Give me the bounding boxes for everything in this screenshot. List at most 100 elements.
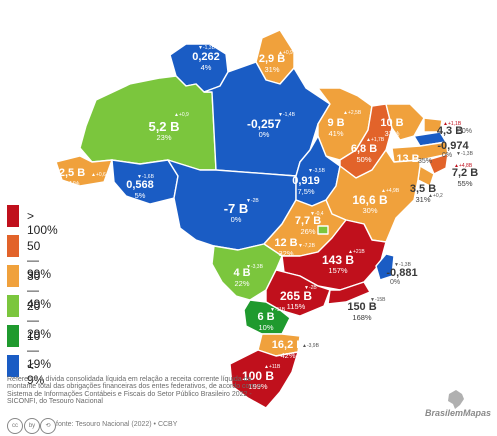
cc-icon: cc: [7, 418, 23, 434]
sp-value: 265 B: [279, 289, 313, 303]
ba-change: ▲+4,9B: [381, 188, 400, 194]
label-sp: 265 B 115%: [280, 290, 312, 310]
rr-change: ▼-1,3B: [198, 45, 215, 51]
label-rn: 4,3 B: [437, 125, 463, 138]
state-rs[interactable]: [229, 349, 299, 409]
al-change: ▲+4,8B: [454, 163, 473, 169]
legend-label: 10—19%: [27, 329, 52, 371]
label-pa: -0,257 0%: [247, 118, 281, 138]
label-pi: 6,8 B 50%: [350, 143, 378, 164]
pe-value: 13 B: [396, 153, 420, 165]
rj-change: ▼-15B: [370, 297, 386, 303]
label-ro: 0,568 5%: [126, 179, 154, 200]
label-go: 12 B 32%: [274, 237, 298, 258]
rs-pct: 199%: [248, 381, 268, 391]
label-pr: 6 B 10%: [257, 311, 275, 331]
ac-value: 2,5 B: [58, 167, 86, 179]
pi-change: ▲+1,7B: [366, 137, 385, 143]
rj-pct: 168%: [352, 312, 372, 322]
label-rs: 100 B 199%: [242, 370, 274, 390]
rr-value: 0,262: [192, 51, 220, 63]
to-change: ▼-3,5B: [308, 168, 325, 174]
ma-pct: 41%: [328, 128, 344, 138]
label-df: 7,7 B 26%: [294, 215, 322, 236]
rj-value: 150 B: [347, 301, 377, 313]
legend-label: > 100%: [27, 209, 58, 237]
to-pct: 7,5%: [297, 186, 315, 196]
pi-pct: 50%: [356, 154, 372, 164]
legend-swatch: [7, 355, 19, 377]
go-pct: 32%: [278, 248, 294, 258]
legend-label: 30—49%: [27, 269, 52, 311]
df-change: ▼-0,4: [310, 211, 324, 217]
am-value: 5,2 B: [148, 119, 180, 134]
by-icon: by: [24, 418, 40, 434]
label-ap: 2,9 B 31%: [258, 53, 286, 73]
brazil-logo-icon: [448, 390, 464, 409]
df-value: 7,7 B: [294, 215, 322, 227]
label-al: 7,2 B 55%: [452, 167, 478, 188]
pb-value: -0,974: [437, 140, 469, 152]
label-ac: 2,5 B 31%: [58, 167, 86, 187]
label-sc: 16,2 B 42%: [271, 339, 305, 359]
es-change: ▼-1,3B: [394, 262, 411, 268]
ro-value: 0,568: [126, 179, 154, 191]
pi-value: 6,8 B: [350, 143, 378, 155]
rr-pct: 4%: [200, 62, 212, 72]
rn-pct: 30%: [458, 128, 473, 135]
label-pb: -0,974: [437, 140, 469, 153]
sp-change: ▼-2B: [304, 285, 317, 291]
al-pct: 55%: [457, 178, 473, 188]
pa-pct: 0%: [258, 129, 270, 139]
mt-pct: 0%: [230, 214, 242, 224]
legend-label: 50—99%: [27, 239, 52, 281]
label-ma: 9 B 41%: [327, 117, 344, 138]
legend-swatch: [7, 325, 19, 347]
state-al[interactable]: [427, 153, 449, 175]
se-change: ▲+0,2: [428, 193, 443, 199]
label-mg: 143 B 157%: [322, 254, 354, 274]
mg-value: 143 B: [321, 253, 355, 267]
state-rj[interactable]: [327, 281, 371, 305]
brand-name: BrasilemMapas: [425, 408, 492, 418]
sc-change: ▲-3,9B: [302, 343, 319, 349]
label-rr: 0,262 4%: [192, 51, 220, 72]
ac-change: ▲+0,6: [91, 172, 106, 178]
es-pct: 0%: [390, 279, 401, 286]
pr-change: ▼-11B: [270, 307, 286, 313]
ba-value: 16,6 B: [352, 193, 388, 207]
ce-value: 10 B: [380, 117, 404, 129]
ma-change: ▲+2,5B: [343, 110, 362, 116]
label-se: 3,5 B 31%: [409, 183, 437, 203]
state-es[interactable]: [375, 253, 395, 281]
ms-change: ▼-3,3B: [246, 264, 263, 270]
es-value: -0,881: [386, 267, 418, 279]
mt-value: -7 B: [223, 201, 249, 216]
label-ce: 10 B 33%: [380, 117, 404, 137]
ap-value: 2,9 B: [258, 53, 286, 65]
label-to: 0,919 7,5%: [292, 175, 320, 196]
pr-value: 6 B: [257, 311, 275, 323]
ro-change: ▼-1,6B: [137, 174, 154, 180]
am-pct: 23%: [156, 132, 172, 142]
pb-pct: 0%: [442, 152, 453, 159]
go-value: 12 B: [274, 237, 298, 249]
label-pe: 13 B: [396, 153, 420, 166]
df-pct: 26%: [300, 226, 316, 236]
state-ac[interactable]: [55, 155, 113, 187]
to-value: 0,919: [292, 175, 320, 187]
ro-pct: 5%: [134, 190, 146, 200]
am-change: ▲+0,9: [174, 112, 189, 118]
pa-change: ▼-1,4B: [278, 112, 295, 118]
sa-icon: ⟲: [40, 418, 56, 434]
mt-change: ▼-2B: [246, 198, 259, 204]
label-am: 5,2 B 23%: [148, 120, 179, 142]
go-change: ▼-7,2B: [298, 243, 315, 249]
legend-label: 20—29%: [27, 299, 52, 341]
ap-change: ▲+0,9: [278, 50, 293, 56]
state-df[interactable]: [317, 225, 329, 235]
sc-value: 16,2 B: [271, 339, 305, 351]
se-value: 3,5 B: [409, 183, 437, 195]
ba-pct: 30%: [362, 205, 378, 215]
